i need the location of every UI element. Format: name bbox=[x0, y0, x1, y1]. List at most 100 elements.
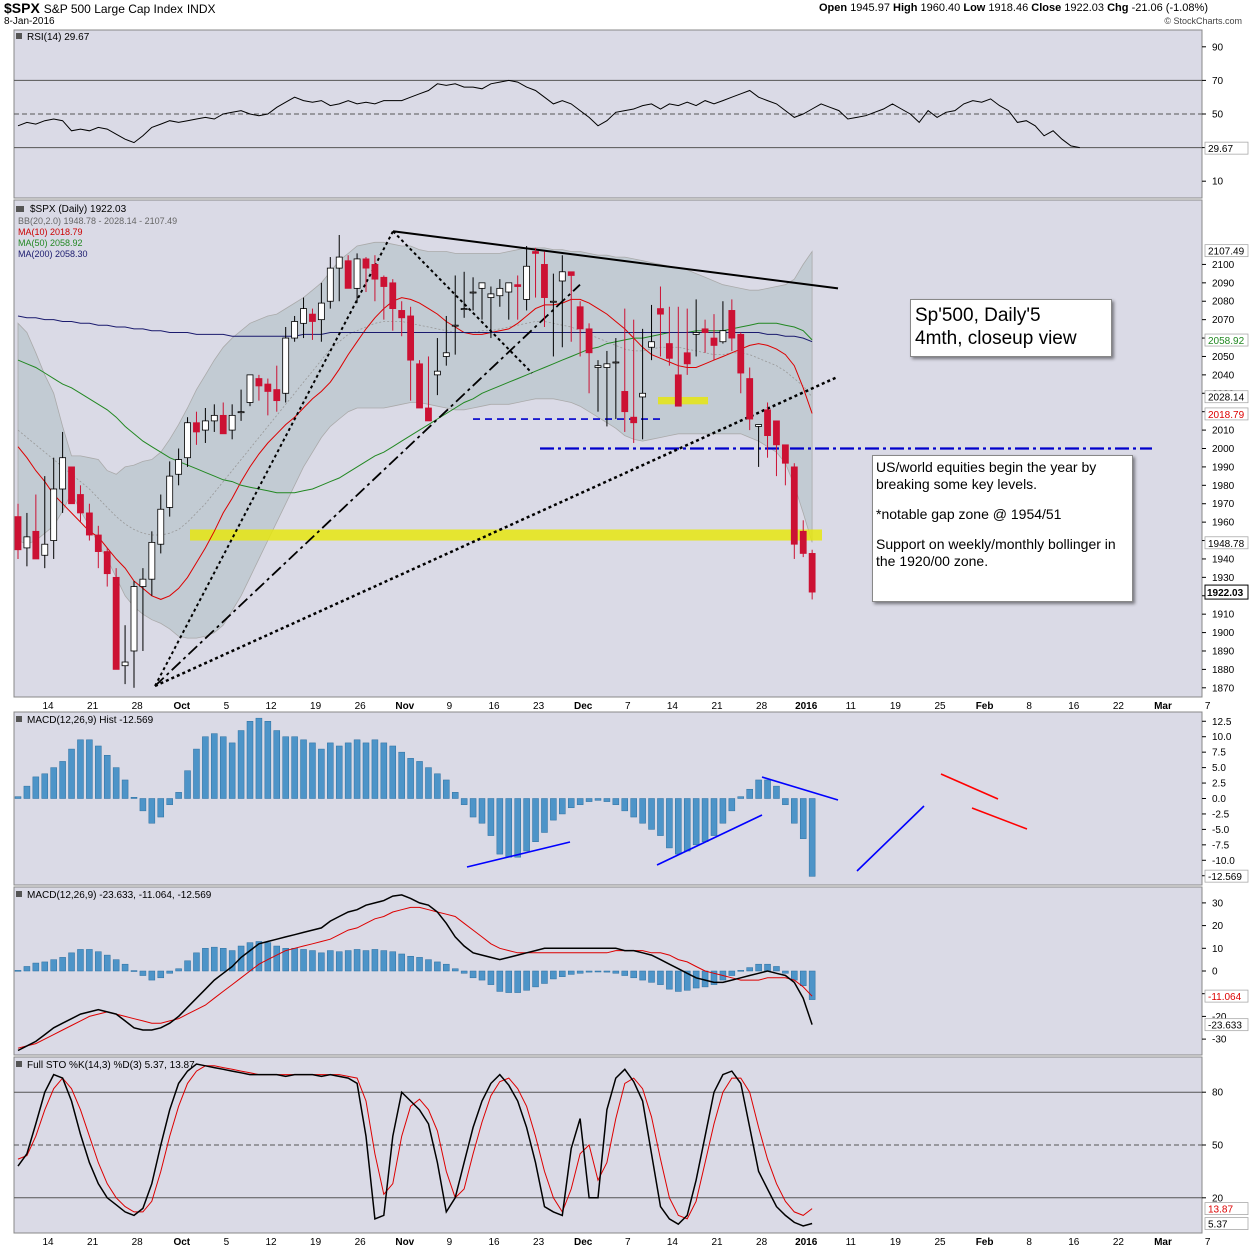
macd-hist-bar bbox=[621, 798, 629, 812]
candle-body bbox=[41, 543, 49, 556]
macd-bar bbox=[746, 967, 753, 972]
candle-body bbox=[273, 389, 281, 402]
candle-body bbox=[59, 457, 67, 490]
candle-body bbox=[576, 306, 584, 330]
macd-bar bbox=[478, 970, 486, 981]
candle-body bbox=[585, 328, 593, 354]
rsi-axis-label: 70 bbox=[1212, 76, 1224, 87]
candle-body bbox=[781, 444, 789, 464]
candle-body bbox=[612, 361, 620, 364]
candle-body bbox=[166, 475, 174, 508]
macd-hist-bar bbox=[273, 730, 281, 799]
macd-hist-bar bbox=[416, 761, 423, 799]
x-axis-top-label: Nov bbox=[395, 701, 414, 712]
macd-signal-line bbox=[17, 906, 813, 1049]
price-tag: 2028.14 bbox=[1208, 393, 1245, 404]
macd-hist-bar bbox=[487, 798, 495, 836]
candle-body bbox=[335, 256, 343, 269]
candle-body bbox=[692, 332, 700, 335]
macd-bar bbox=[300, 949, 307, 972]
price-axis-label: 1890 bbox=[1212, 646, 1235, 657]
macd-bar bbox=[514, 970, 521, 993]
high-label: High bbox=[893, 2, 918, 14]
x-axis-top-label: 22 bbox=[1113, 701, 1125, 712]
macd-bar bbox=[799, 970, 807, 987]
x-axis-top-label: 5 bbox=[224, 701, 230, 712]
candle-body bbox=[746, 378, 754, 420]
x-axis-top-label: 28 bbox=[132, 701, 144, 712]
sto-axis-label: 80 bbox=[1212, 1088, 1224, 1099]
macd-bar bbox=[523, 970, 530, 991]
macd-hist-bar bbox=[585, 798, 593, 802]
macd-bar bbox=[576, 970, 584, 974]
macd-hist-axis-label: 7.5 bbox=[1212, 748, 1226, 759]
macd-hist-trend-line bbox=[971, 807, 1028, 830]
macd-hist-bar bbox=[202, 736, 209, 799]
candle-body bbox=[549, 300, 557, 303]
price-axis-label: 1930 bbox=[1212, 573, 1235, 584]
sto-d-last-value: 13.87 bbox=[1208, 1205, 1233, 1216]
candle-body bbox=[603, 363, 611, 368]
x-axis-top-label: 8 bbox=[1026, 701, 1032, 712]
price-axis-label: 1990 bbox=[1212, 462, 1235, 473]
macd-hist-bar bbox=[246, 721, 254, 799]
x-axis-bottom-label: 8 bbox=[1026, 1237, 1032, 1248]
price-axis-label: 1940 bbox=[1212, 554, 1235, 565]
macd-bar bbox=[50, 959, 57, 972]
commentary-note: US/world equities begin the year by brea… bbox=[872, 455, 1133, 602]
macd-hist-bar bbox=[398, 751, 405, 799]
macd-hist-bar bbox=[719, 798, 727, 824]
macd-hist-bar bbox=[103, 755, 111, 799]
macd-bar bbox=[541, 970, 548, 984]
macd-bar bbox=[353, 949, 361, 972]
macd-bar bbox=[648, 970, 655, 983]
price-axis-label: 2050 bbox=[1212, 352, 1235, 363]
legend-ma200: MA(200) 2058.30 bbox=[18, 249, 88, 259]
rsi-legend-icon bbox=[16, 33, 22, 39]
candle-body bbox=[148, 541, 156, 580]
macd-bar bbox=[416, 957, 423, 972]
resistance-trendline bbox=[392, 230, 839, 290]
macd-hist-bar bbox=[166, 798, 173, 805]
macd-hist-bar bbox=[701, 798, 709, 842]
bollinger-middle-line bbox=[17, 321, 813, 536]
macd-bar bbox=[675, 970, 682, 992]
macd-hist-bar bbox=[505, 798, 513, 858]
candle-body bbox=[246, 374, 254, 403]
macd-hist-bar bbox=[603, 798, 611, 802]
macd-hist-bar bbox=[469, 798, 477, 818]
macd-line bbox=[17, 894, 813, 1052]
macd-hist-bar bbox=[443, 779, 450, 799]
macd-bar bbox=[550, 970, 557, 980]
macd-hist-axis-label: -5.0 bbox=[1212, 825, 1230, 836]
candle-body bbox=[773, 420, 780, 446]
macd-hist-bar bbox=[130, 797, 138, 799]
macd-bar bbox=[559, 970, 566, 977]
price-axis-label: 2070 bbox=[1212, 315, 1235, 326]
macd-hist-bar bbox=[666, 798, 673, 849]
exchange: INDX bbox=[186, 2, 216, 16]
macd-last-value-box bbox=[1204, 1018, 1249, 1032]
macd-bar bbox=[791, 970, 798, 981]
price-axis-label: 1980 bbox=[1212, 481, 1235, 492]
x-axis-bottom-label: 25 bbox=[934, 1237, 946, 1248]
macd-hist-bar bbox=[594, 798, 602, 801]
macd-bar bbox=[755, 963, 762, 972]
candle-body bbox=[683, 352, 691, 365]
chart-title-note: Sp'500, Daily'5 4mth, closeup view bbox=[910, 299, 1112, 357]
macd-bar bbox=[443, 963, 450, 972]
macd-hist-bar bbox=[710, 798, 718, 836]
macd-bar bbox=[460, 970, 468, 974]
x-axis-top-label: 16 bbox=[488, 701, 500, 712]
candle-body bbox=[764, 409, 771, 437]
macd-hist-bar bbox=[32, 776, 40, 799]
gap-zone-1954-51 bbox=[190, 529, 822, 541]
macd-hist-bar bbox=[496, 798, 504, 855]
x-axis-top-label: Oct bbox=[173, 701, 190, 712]
macd-bar bbox=[764, 963, 771, 972]
close-label: Close bbox=[1031, 2, 1062, 14]
x-axis-bottom-label: Feb bbox=[976, 1237, 994, 1248]
macd-hist-trend-line bbox=[656, 814, 763, 866]
macd-hist-bar bbox=[746, 788, 753, 799]
